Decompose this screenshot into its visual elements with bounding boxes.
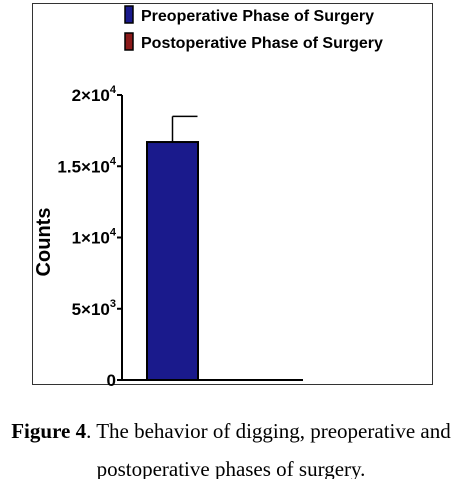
figure-caption: Figure 4. The behavior of digging, preop…: [0, 412, 462, 479]
caption-line-1: Figure 4. The behavior of digging, preop…: [0, 412, 462, 450]
bar-1: [146, 141, 199, 381]
y-tick-label: 1.5×104: [57, 155, 116, 176]
y-tick-label: 2×104: [72, 84, 117, 105]
bar-chart: 0 5×103 1×104 1.5×104 2×104 Counts Preoperativ…: [33, 5, 383, 390]
legend-swatch-1: [124, 5, 134, 24]
y-tick-label: 1×104: [72, 227, 117, 248]
figure-frame: [32, 3, 433, 385]
y-axis-label: Counts: [33, 208, 55, 277]
caption-text-1: . The behavior of digging, preoperative …: [86, 419, 451, 443]
y-tick-label: 0: [107, 371, 116, 390]
caption-text-2: postoperative phases of surgery.: [96, 457, 366, 479]
legend-label-2: Postoperative Phase of Surgery: [141, 35, 383, 52]
caption-figure-label: Figure 4: [11, 419, 87, 443]
legend-label-1: Preoperative Phase of Surgery: [141, 8, 374, 25]
y-tick-label: 5×103: [72, 298, 116, 319]
legend-swatch-2: [124, 32, 134, 51]
